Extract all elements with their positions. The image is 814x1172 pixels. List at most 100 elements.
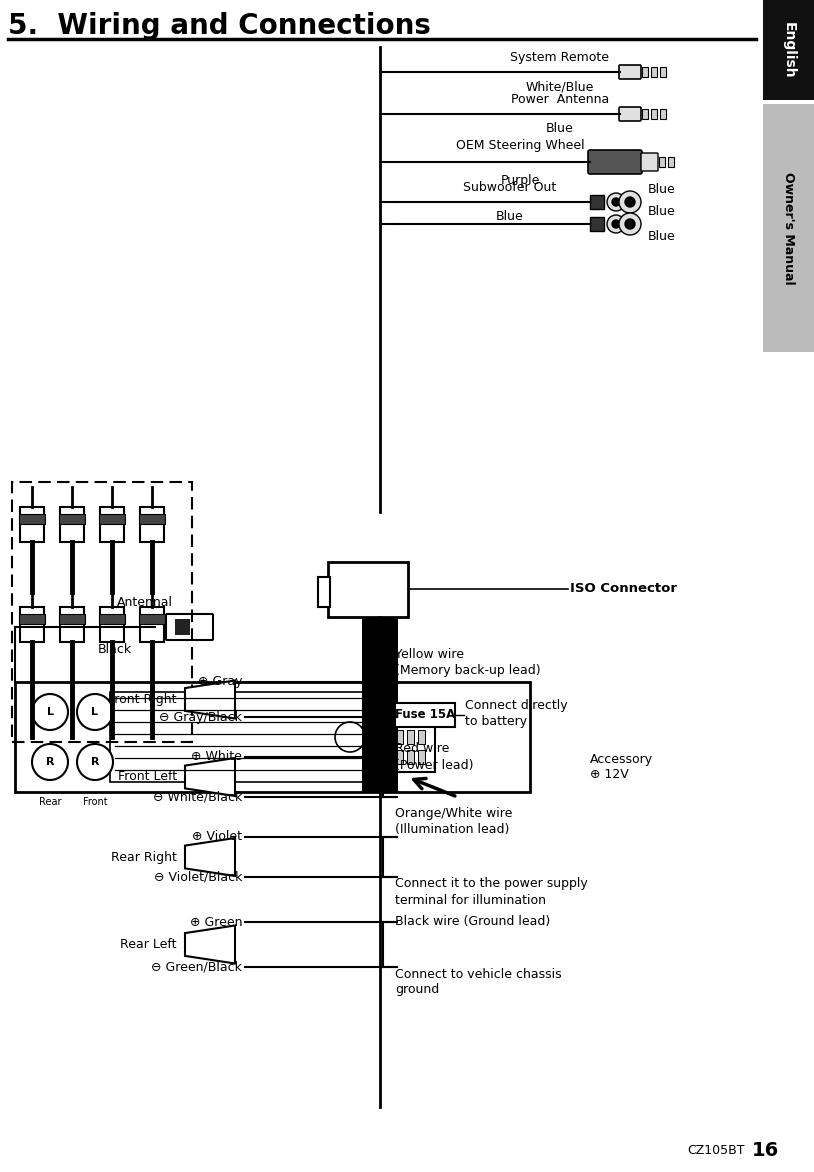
Text: Orange/White wire
(Illumination lead): Orange/White wire (Illumination lead) xyxy=(395,808,512,837)
Circle shape xyxy=(619,191,641,213)
FancyBboxPatch shape xyxy=(155,622,167,632)
FancyBboxPatch shape xyxy=(20,607,44,642)
Circle shape xyxy=(625,219,635,229)
FancyBboxPatch shape xyxy=(318,577,330,607)
Text: Antennal: Antennal xyxy=(117,597,173,609)
FancyBboxPatch shape xyxy=(385,730,392,744)
Text: R: R xyxy=(90,757,99,766)
FancyBboxPatch shape xyxy=(642,67,648,77)
Text: ⊖ White/Black: ⊖ White/Black xyxy=(153,790,242,804)
FancyBboxPatch shape xyxy=(166,614,213,640)
FancyBboxPatch shape xyxy=(139,515,165,524)
FancyBboxPatch shape xyxy=(395,703,455,727)
FancyBboxPatch shape xyxy=(763,0,814,100)
Circle shape xyxy=(32,694,68,730)
FancyBboxPatch shape xyxy=(15,682,530,792)
Text: OEM Steering Wheel: OEM Steering Wheel xyxy=(456,139,584,152)
Circle shape xyxy=(77,744,113,781)
Text: Fuse 15A: Fuse 15A xyxy=(395,709,455,722)
FancyBboxPatch shape xyxy=(19,515,45,524)
FancyBboxPatch shape xyxy=(619,64,641,79)
Text: Connect to vehicle chassis
ground: Connect to vehicle chassis ground xyxy=(395,968,562,996)
FancyBboxPatch shape xyxy=(651,109,657,120)
FancyBboxPatch shape xyxy=(328,563,408,616)
Text: ⊕ White: ⊕ White xyxy=(191,750,242,763)
Polygon shape xyxy=(185,758,235,796)
FancyBboxPatch shape xyxy=(100,507,124,541)
FancyBboxPatch shape xyxy=(619,107,641,121)
Circle shape xyxy=(607,214,625,233)
Text: Owner's Manual: Owner's Manual xyxy=(782,171,795,285)
FancyBboxPatch shape xyxy=(641,154,658,171)
Circle shape xyxy=(619,213,641,236)
FancyBboxPatch shape xyxy=(418,750,425,764)
Text: ISO Connector: ISO Connector xyxy=(570,582,677,595)
FancyBboxPatch shape xyxy=(100,607,124,642)
Text: ⊖ Green/Black: ⊖ Green/Black xyxy=(151,961,242,974)
Text: Blue: Blue xyxy=(648,183,676,196)
FancyBboxPatch shape xyxy=(418,730,425,744)
FancyBboxPatch shape xyxy=(59,515,85,524)
Text: Accessory
⊕ 12V: Accessory ⊕ 12V xyxy=(590,752,653,782)
Text: Blue: Blue xyxy=(546,122,574,135)
Text: Black: Black xyxy=(98,643,132,656)
Text: 5.  Wiring and Connections: 5. Wiring and Connections xyxy=(8,12,431,40)
Text: Blue: Blue xyxy=(648,205,676,218)
FancyBboxPatch shape xyxy=(60,607,84,642)
Text: Front Left: Front Left xyxy=(118,770,177,784)
Text: ⊖ Gray/Black: ⊖ Gray/Black xyxy=(159,710,242,723)
FancyBboxPatch shape xyxy=(590,195,604,209)
Polygon shape xyxy=(185,926,235,963)
FancyBboxPatch shape xyxy=(659,157,665,166)
Text: Blue: Blue xyxy=(648,230,676,243)
Circle shape xyxy=(335,722,365,752)
Circle shape xyxy=(612,198,620,206)
Text: L: L xyxy=(91,707,98,717)
Text: Connect directly
to battery: Connect directly to battery xyxy=(465,699,567,728)
Circle shape xyxy=(77,694,113,730)
Text: Purple: Purple xyxy=(501,173,540,188)
FancyBboxPatch shape xyxy=(59,614,85,624)
Text: CZ105BT: CZ105BT xyxy=(687,1144,745,1157)
Text: R: R xyxy=(46,757,55,766)
FancyBboxPatch shape xyxy=(651,67,657,77)
FancyBboxPatch shape xyxy=(396,750,403,764)
Text: Red wire
(Power lead): Red wire (Power lead) xyxy=(395,743,474,771)
Text: Connect it to the power supply
terminal for illumination: Connect it to the power supply terminal … xyxy=(395,878,588,906)
Text: Rear: Rear xyxy=(39,797,61,808)
Text: ⊕ Gray: ⊕ Gray xyxy=(198,675,242,688)
Polygon shape xyxy=(185,681,235,718)
Circle shape xyxy=(612,220,620,229)
Text: ⊕ Violet: ⊕ Violet xyxy=(192,831,242,844)
Text: Front: Front xyxy=(83,797,107,808)
FancyBboxPatch shape xyxy=(20,507,44,541)
FancyBboxPatch shape xyxy=(668,157,674,166)
Text: System Remote: System Remote xyxy=(510,52,610,64)
FancyBboxPatch shape xyxy=(60,507,84,541)
Text: L: L xyxy=(46,707,54,717)
FancyBboxPatch shape xyxy=(642,109,648,120)
FancyBboxPatch shape xyxy=(139,614,165,624)
FancyBboxPatch shape xyxy=(362,582,398,792)
Polygon shape xyxy=(185,838,235,875)
Text: Rear Right: Rear Right xyxy=(112,851,177,864)
Text: Front Right: Front Right xyxy=(108,693,177,706)
Text: White/Blue: White/Blue xyxy=(526,80,594,93)
Text: Rear Left: Rear Left xyxy=(120,938,177,950)
Circle shape xyxy=(625,197,635,207)
Text: Power  Antenna: Power Antenna xyxy=(511,93,609,105)
FancyBboxPatch shape xyxy=(590,217,604,231)
Text: Subwoofer Out: Subwoofer Out xyxy=(463,180,557,195)
FancyBboxPatch shape xyxy=(588,150,642,173)
FancyBboxPatch shape xyxy=(140,607,164,642)
Text: Black wire (Ground lead): Black wire (Ground lead) xyxy=(395,915,550,928)
FancyBboxPatch shape xyxy=(660,67,666,77)
FancyBboxPatch shape xyxy=(175,619,190,635)
FancyBboxPatch shape xyxy=(140,507,164,541)
FancyBboxPatch shape xyxy=(396,730,403,744)
Text: ⊕ Green: ⊕ Green xyxy=(190,915,242,928)
FancyBboxPatch shape xyxy=(19,614,45,624)
FancyBboxPatch shape xyxy=(380,713,435,772)
Text: Blue: Blue xyxy=(496,210,524,223)
FancyBboxPatch shape xyxy=(407,730,414,744)
